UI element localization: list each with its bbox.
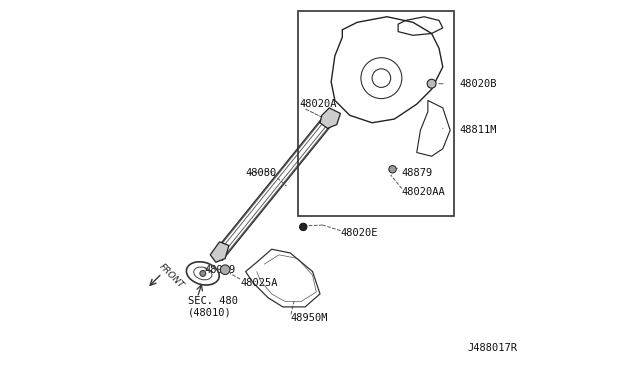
Text: 48020AA: 48020AA	[402, 187, 445, 196]
Circle shape	[200, 270, 206, 276]
Text: 48020B: 48020B	[460, 79, 497, 89]
Circle shape	[220, 265, 230, 275]
Text: 48811M: 48811M	[460, 125, 497, 135]
Text: 48020A: 48020A	[300, 99, 337, 109]
Text: 48989: 48989	[205, 265, 236, 275]
Circle shape	[389, 166, 396, 173]
Text: 48879: 48879	[402, 168, 433, 178]
Text: 48025A: 48025A	[240, 278, 278, 288]
Text: 48950M: 48950M	[291, 313, 328, 323]
Text: 48080: 48080	[246, 168, 277, 178]
Polygon shape	[211, 242, 229, 262]
Text: 48020E: 48020E	[340, 228, 378, 237]
Text: FRONT: FRONT	[157, 262, 185, 290]
Circle shape	[427, 79, 436, 88]
Text: J488017R: J488017R	[467, 343, 517, 353]
Text: SEC. 480
(48010): SEC. 480 (48010)	[188, 296, 238, 318]
Circle shape	[300, 223, 307, 231]
Polygon shape	[320, 108, 340, 128]
